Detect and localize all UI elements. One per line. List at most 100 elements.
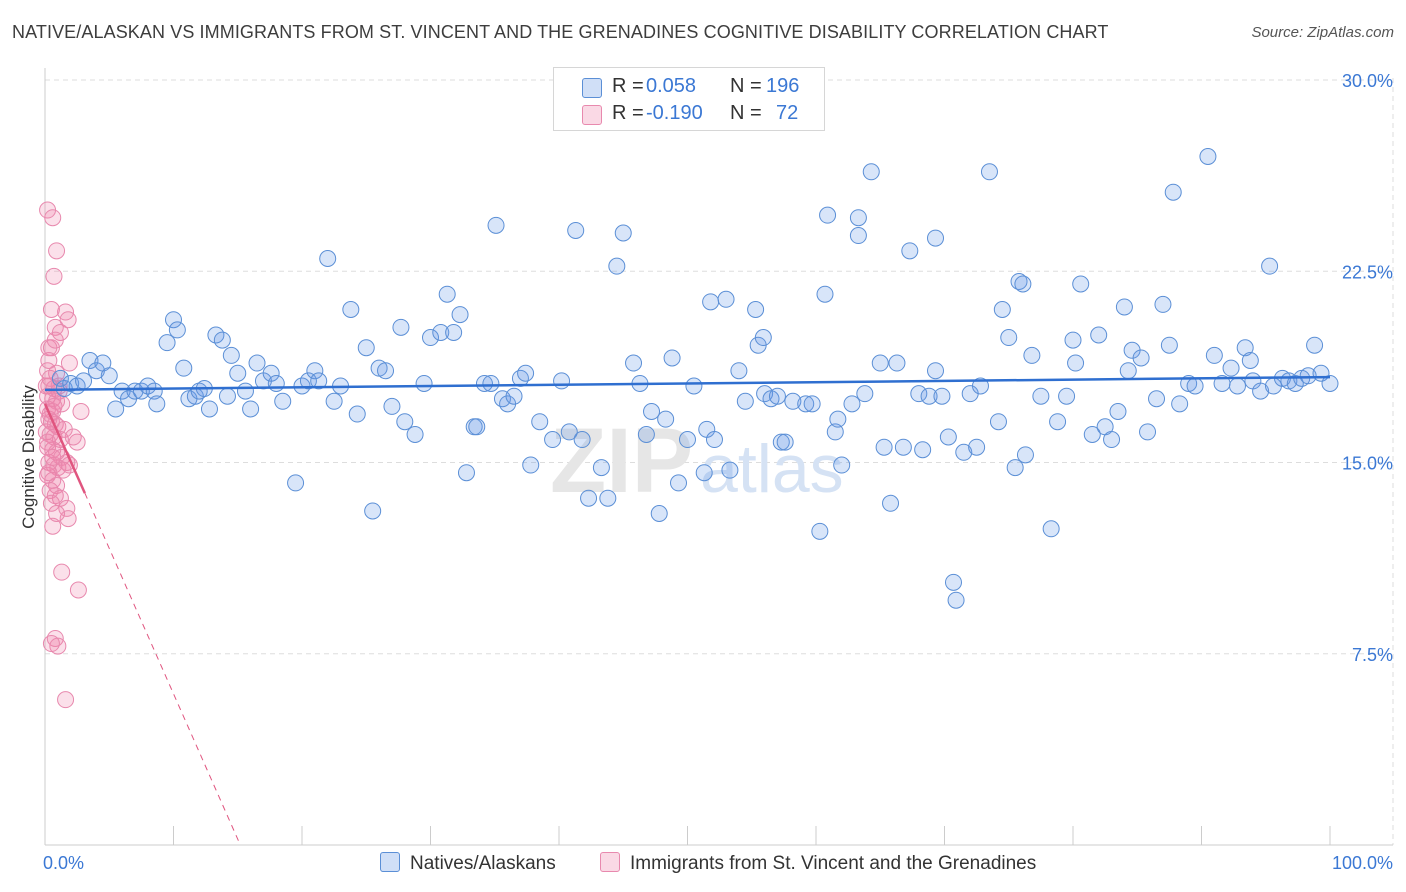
r-value: 0.058 <box>646 75 697 97</box>
natives-point <box>1067 354 1085 372</box>
natives-point <box>213 331 231 349</box>
natives-point <box>993 301 1011 318</box>
natives-point <box>287 474 305 492</box>
natives-point <box>1042 520 1060 538</box>
immigrants-point <box>46 331 64 349</box>
natives-point <box>695 464 713 482</box>
natives-point <box>971 377 989 395</box>
natives-point <box>1072 275 1090 293</box>
natives-point <box>1132 349 1150 367</box>
natives-point <box>829 410 847 428</box>
y-tick-label: 7.5% <box>1352 645 1393 665</box>
natives-point <box>348 405 366 423</box>
natives-point <box>1083 425 1101 443</box>
natives-point <box>383 397 401 415</box>
natives-point <box>871 354 889 372</box>
immigrants-point <box>42 635 60 653</box>
natives-point <box>599 489 617 507</box>
natives-trend-line <box>44 375 1331 392</box>
natives-point <box>222 346 240 364</box>
natives-point <box>1064 331 1082 349</box>
natives-point <box>730 362 748 380</box>
natives-point <box>819 206 837 224</box>
immigrants-point <box>72 403 90 420</box>
natives-point <box>980 163 998 181</box>
natives-point <box>882 494 900 512</box>
natives-point <box>875 438 893 456</box>
immigrants-point <box>40 464 58 482</box>
natives-swatch <box>582 78 602 98</box>
immigrants-point <box>44 209 62 227</box>
immigrants-point <box>44 517 62 535</box>
natives-point <box>445 323 463 341</box>
natives-point <box>614 224 632 242</box>
natives-point <box>772 433 790 451</box>
natives-point <box>274 392 292 410</box>
natives-point <box>392 318 410 336</box>
natives-point <box>1032 387 1050 405</box>
immigrants-point <box>64 428 82 446</box>
natives-point <box>175 359 193 377</box>
natives-point <box>505 387 523 405</box>
natives-point <box>816 285 834 303</box>
immigrants-trend-line <box>43 403 86 494</box>
natives-point <box>580 489 598 507</box>
y-tick-label: 22.5% <box>1342 262 1393 282</box>
natives-point <box>1014 275 1032 293</box>
natives-point <box>784 392 802 410</box>
immigrants-point <box>42 301 60 318</box>
natives-point <box>325 392 343 410</box>
natives-point <box>754 329 772 347</box>
natives-point <box>592 459 610 477</box>
natives-point <box>1006 459 1024 477</box>
natives-point <box>843 395 861 413</box>
natives-point <box>168 321 186 339</box>
r-label: R = <box>612 102 644 124</box>
natives-point <box>1321 374 1339 392</box>
natives-point <box>1205 346 1223 364</box>
stats-legend: R = 0.058 N = 196 R = -0.190 N = 72 <box>553 67 825 131</box>
series-natives-points <box>51 148 1339 609</box>
natives-point <box>833 456 851 474</box>
natives-point <box>625 354 643 372</box>
natives-point <box>396 413 414 431</box>
natives-point <box>560 423 578 441</box>
natives-point <box>910 385 928 403</box>
natives-point <box>377 362 395 380</box>
natives-point <box>1252 382 1270 400</box>
natives-point <box>947 591 965 609</box>
natives-point <box>457 464 475 482</box>
grid-lines <box>45 78 1394 845</box>
natives-point <box>856 385 874 403</box>
immigrants-point <box>44 448 62 466</box>
immigrants-point <box>42 339 60 357</box>
natives-point <box>989 413 1007 431</box>
natives-point <box>475 374 493 392</box>
natives-point <box>702 293 720 311</box>
immigrants-point <box>42 494 60 512</box>
chart-title: NATIVE/ALASKAN VS IMMIGRANTS FROM ST. VI… <box>12 22 1109 42</box>
r-value: -0.190 <box>646 102 703 124</box>
natives-point <box>1049 413 1067 431</box>
immigrants-point <box>39 387 57 405</box>
axes <box>44 68 1393 846</box>
natives-point <box>663 349 681 367</box>
natives-point <box>901 242 919 260</box>
natives-point <box>768 387 786 405</box>
x-tick-label-max: 100.0% <box>1332 853 1393 873</box>
immigrants-point <box>48 505 66 522</box>
natives-point <box>522 456 540 474</box>
natives-point <box>920 387 938 405</box>
immigrants-point <box>57 691 75 709</box>
natives-point <box>1261 257 1279 275</box>
natives-point <box>100 367 118 385</box>
natives-point <box>1119 362 1137 380</box>
natives-point <box>126 382 144 400</box>
natives-point <box>717 290 735 308</box>
x-tick-label-min: 0.0% <box>43 853 84 873</box>
natives-point <box>944 573 962 591</box>
legend-label-natives: Natives/Alaskans <box>410 853 556 874</box>
n-value: 196 <box>766 75 800 97</box>
natives-point <box>319 250 337 267</box>
